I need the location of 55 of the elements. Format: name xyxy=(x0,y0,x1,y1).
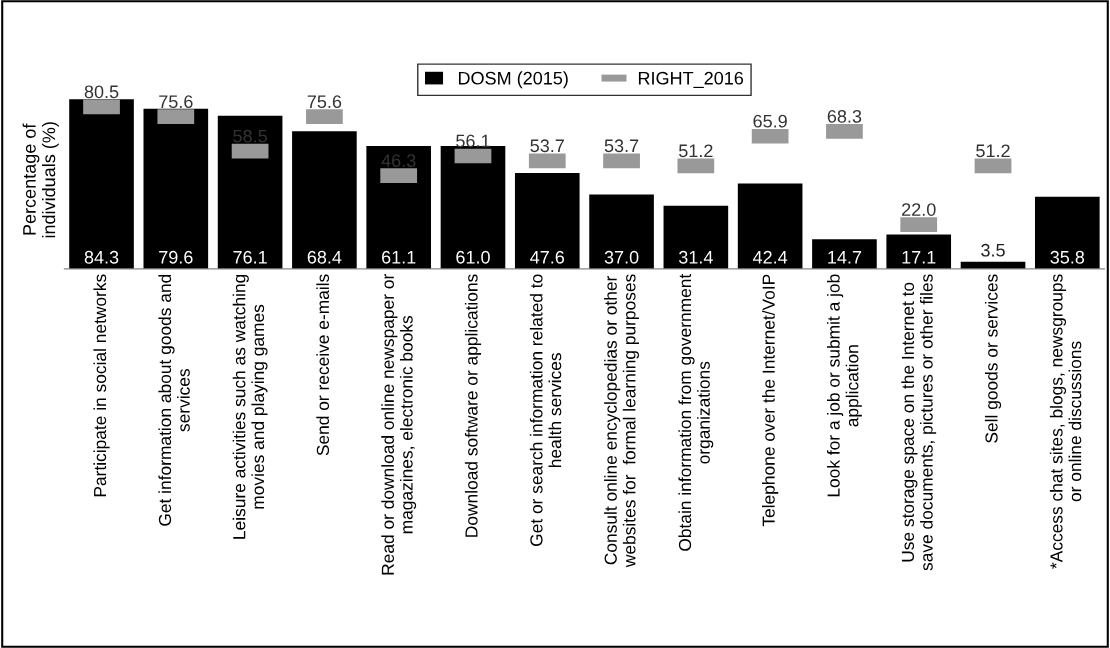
x-tick-label: Sell goods or services xyxy=(984,274,1002,443)
bar xyxy=(69,99,134,269)
data-label: 17.1 xyxy=(902,251,936,264)
bar xyxy=(1034,196,1100,269)
data-label: 75.6 xyxy=(307,95,342,109)
x-tick-label: Get information about goods and services xyxy=(158,274,190,526)
bar xyxy=(886,234,952,269)
x-tick-label: Get or search information related to health services xyxy=(529,274,562,546)
x-tick-label: Use storage space on the Internet to save documents, pictures or other files xyxy=(901,274,937,571)
data-label: 47.6 xyxy=(530,250,565,264)
data-label: 35.8 xyxy=(1050,250,1085,264)
x-tick-label: Look for a job or submit a job application xyxy=(826,274,862,497)
data-label: 84.3 xyxy=(84,250,119,264)
bar xyxy=(143,108,209,269)
bar xyxy=(514,173,580,269)
bar xyxy=(217,115,283,269)
data-label: 76.1 xyxy=(233,250,267,264)
legend-label: RIGHT_2016 xyxy=(638,71,744,88)
data-label: 68.4 xyxy=(307,250,342,264)
data-label: 51.2 xyxy=(679,144,713,158)
data-label: 14.7 xyxy=(828,251,862,264)
data-label: 31.4 xyxy=(678,250,713,264)
x-tick-label: Send or receive e-mails xyxy=(316,274,330,456)
bar xyxy=(366,145,431,269)
x-tick-label: Obtain information from government organizations xyxy=(678,273,714,551)
data-label: 37.0 xyxy=(604,250,639,264)
x-tick-label: Consult online encyclopedias or other websites for formal learning purposes xyxy=(604,274,639,568)
data-label: 53.7 xyxy=(604,139,639,153)
x-tick-label: Leisure activities such as watching movies and playing games xyxy=(232,274,268,539)
data-label: 61.0 xyxy=(456,250,490,264)
data-label: 61.1 xyxy=(382,250,416,264)
bar xyxy=(440,146,506,269)
data-label: 51.2 xyxy=(976,144,1010,158)
x-tick-label: Read or download online newspaper or magazines, electronic books xyxy=(381,274,417,575)
y-axis-title: Percentage of individuals (%) xyxy=(22,122,59,238)
x-tick-label: Download software or applications xyxy=(464,274,482,537)
bar xyxy=(292,131,357,269)
data-label: 79.6 xyxy=(159,250,193,264)
data-label: 80.5 xyxy=(84,85,119,99)
data-label: 22.0 xyxy=(902,203,936,216)
data-label: 68.3 xyxy=(827,109,862,123)
bar xyxy=(812,239,877,269)
bar xyxy=(737,183,803,269)
bar xyxy=(663,205,729,269)
data-label: 56.1 xyxy=(456,134,490,148)
data-label: 75.6 xyxy=(159,95,193,109)
data-label: 53.7 xyxy=(530,139,564,153)
data-label: 65.9 xyxy=(753,114,787,128)
legend-label: DOSM (2015) xyxy=(458,71,568,89)
x-tick-label: Participate in social networks xyxy=(93,274,110,497)
x-tick-label: *Access chat sites, blogs, newsgroups or online discussions xyxy=(1049,274,1082,569)
data-label: 42.4 xyxy=(752,250,788,264)
data-label: 3.5 xyxy=(981,243,1005,257)
bar xyxy=(589,194,654,269)
x-tick-label: Telephone over the Internet/VoIP xyxy=(762,274,779,527)
